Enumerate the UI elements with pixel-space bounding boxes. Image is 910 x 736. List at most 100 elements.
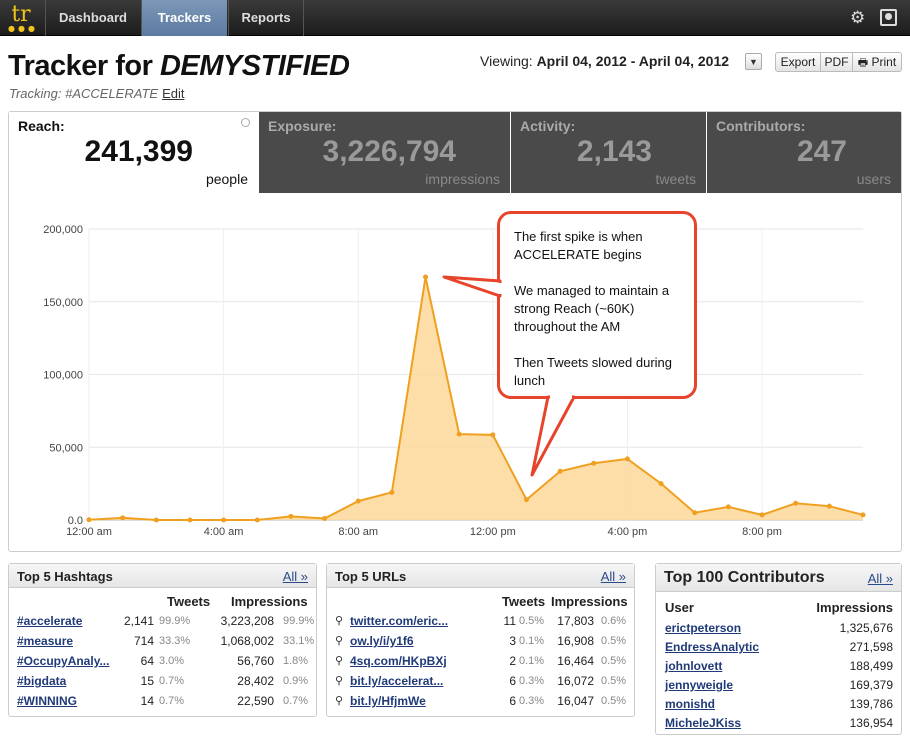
nav-tab-dashboard-label: Dashboard bbox=[59, 10, 127, 25]
hashtag-link[interactable]: #bigdata bbox=[17, 674, 67, 688]
stat-unit: people bbox=[205, 171, 248, 187]
x-tick-label: 4:00 pm bbox=[608, 526, 648, 538]
data-point bbox=[624, 456, 630, 462]
hashtag-link[interactable]: #measure bbox=[17, 634, 74, 648]
data-point bbox=[254, 517, 260, 523]
contributor-link[interactable]: erictpeterson bbox=[665, 621, 742, 635]
contributor-link[interactable]: EndressAnalytic bbox=[665, 640, 760, 654]
logo-dots: ●●● bbox=[8, 24, 38, 33]
url-tweets: 3 bbox=[509, 634, 516, 648]
hashtag-impressions: 22,590 bbox=[237, 694, 274, 708]
panel-title: Top 5 URLs bbox=[335, 569, 407, 584]
data-point bbox=[86, 517, 92, 523]
contributor-link[interactable]: monishd bbox=[665, 697, 715, 711]
nav-tab-reports[interactable]: Reports bbox=[228, 0, 304, 36]
print-button[interactable]: 🖶 Print bbox=[852, 52, 902, 72]
contributor-link[interactable]: johnlovett bbox=[665, 659, 723, 673]
hashtag-impressions-pct: 0.7% bbox=[283, 695, 309, 707]
all-contributors-link[interactable]: All » bbox=[867, 571, 893, 586]
data-point bbox=[793, 500, 799, 506]
hashtag-impressions: 56,760 bbox=[237, 654, 274, 668]
data-point bbox=[153, 517, 159, 523]
data-point bbox=[557, 468, 563, 474]
magnifier-icon: ⚲ bbox=[335, 675, 344, 687]
nav-tab-dashboard[interactable]: Dashboard bbox=[45, 0, 140, 36]
url-tweets: 6 bbox=[509, 674, 516, 688]
panel-header: Top 100 Contributors All » bbox=[656, 564, 901, 592]
x-tick-label: 12:00 am bbox=[66, 526, 112, 538]
data-point bbox=[591, 460, 597, 466]
page-title-prefix: Tracker for bbox=[8, 50, 160, 82]
clock-icon bbox=[241, 118, 250, 127]
url-impressions-pct: 0.5% bbox=[601, 675, 627, 687]
url-link[interactable]: twitter.com/eric... bbox=[350, 614, 449, 628]
hashtag-tweets-pct: 33.3% bbox=[159, 635, 191, 647]
hashtag-tweets: 714 bbox=[133, 634, 154, 648]
data-point bbox=[523, 497, 529, 503]
stat-tab-exposure[interactable]: Exposure: 3,226,794 impressions bbox=[259, 112, 510, 193]
y-tick-label: 50,000 bbox=[49, 442, 83, 454]
nav-tab-trackers[interactable]: Trackers bbox=[141, 0, 227, 36]
url-tweets: 6 bbox=[509, 694, 516, 708]
contributor-link[interactable]: MicheleJKiss bbox=[665, 716, 742, 730]
magnifier-icon: ⚲ bbox=[335, 615, 344, 627]
data-point bbox=[759, 512, 765, 518]
url-tweets-pct: 0.1% bbox=[519, 635, 545, 647]
col-header-user: User bbox=[665, 600, 694, 615]
stat-label: Exposure: bbox=[268, 118, 337, 134]
magnifier-icon: ⚲ bbox=[335, 635, 344, 647]
nav-tab-trackers-label: Trackers bbox=[157, 10, 212, 25]
panel-header: Top 5 Hashtags All » bbox=[9, 564, 316, 588]
url-tweets-pct: 0.3% bbox=[519, 695, 545, 707]
hashtag-tweets: 64 bbox=[140, 654, 154, 668]
hashtag-link[interactable]: #OccupyAnaly... bbox=[17, 654, 110, 668]
url-tweets-pct: 0.3% bbox=[519, 675, 545, 687]
user-profile-icon[interactable] bbox=[880, 9, 897, 26]
url-link[interactable]: ow.ly/i/y1f6 bbox=[350, 634, 414, 648]
url-impressions-pct: 0.5% bbox=[601, 695, 627, 707]
contributor-impressions: 139,786 bbox=[849, 697, 893, 711]
url-tweets-pct: 0.5% bbox=[519, 615, 545, 627]
app-logo[interactable]: tr ●●● bbox=[6, 3, 36, 33]
contributor-impressions: 1,325,676 bbox=[839, 621, 893, 635]
tracker-name: DEMYSTIFIED bbox=[159, 50, 350, 82]
stat-tab-reach[interactable]: Reach: 241,399 people bbox=[9, 112, 258, 193]
top-nav-bar: tr ●●● Dashboard Trackers Reports ⚙ bbox=[0, 0, 910, 36]
x-tick-label: 8:00 pm bbox=[742, 526, 782, 538]
export-button[interactable]: Export bbox=[775, 52, 821, 72]
stat-tab-activity[interactable]: Activity: 2,143 tweets bbox=[511, 112, 706, 193]
panel-title: Top 5 Hashtags bbox=[17, 569, 113, 584]
hashtag-tweets-pct: 3.0% bbox=[159, 655, 185, 667]
x-tick-label: 8:00 am bbox=[338, 526, 378, 538]
col-header-impressions: Impressions bbox=[231, 594, 308, 609]
x-tick-label: 4:00 am bbox=[204, 526, 244, 538]
data-point bbox=[725, 504, 731, 510]
url-link[interactable]: bit.ly/accelerat... bbox=[350, 674, 444, 688]
hashtag-link[interactable]: #accelerate bbox=[17, 614, 83, 628]
stat-label: Activity: bbox=[520, 118, 576, 134]
hashtag-impressions-pct: 33.1% bbox=[283, 635, 315, 647]
stat-tab-contributors[interactable]: Contributors: 247 users bbox=[707, 112, 901, 193]
url-tweets-pct: 0.1% bbox=[519, 655, 545, 667]
hashtag-tweets: 14 bbox=[140, 694, 154, 708]
hashtag-impressions: 3,223,208 bbox=[220, 614, 274, 628]
gear-icon[interactable]: ⚙ bbox=[850, 8, 866, 27]
url-link[interactable]: bit.ly/HfjmWe bbox=[350, 694, 426, 708]
pdf-button[interactable]: PDF bbox=[820, 52, 853, 72]
all-urls-link[interactable]: All » bbox=[600, 569, 626, 584]
url-link[interactable]: 4sq.com/HKpBXj bbox=[350, 654, 447, 668]
hashtag-impressions: 1,068,002 bbox=[220, 634, 274, 648]
contributor-link[interactable]: jennyweigle bbox=[665, 678, 734, 692]
contributor-impressions: 136,954 bbox=[849, 716, 893, 730]
edit-link[interactable]: Edit bbox=[162, 86, 185, 101]
all-hashtags-link[interactable]: All » bbox=[282, 569, 308, 584]
logo-text: tr bbox=[11, 2, 31, 27]
stat-unit: impressions bbox=[425, 171, 500, 187]
hashtag-impressions: 28,402 bbox=[237, 674, 274, 688]
data-point bbox=[288, 513, 294, 519]
date-range-dropdown[interactable]: ▼ bbox=[745, 53, 762, 70]
page-title: Tracker for DEMYSTIFIED bbox=[8, 50, 350, 83]
hashtag-tweets-pct: 0.7% bbox=[159, 695, 185, 707]
hashtag-link[interactable]: #WINNING bbox=[17, 694, 77, 708]
url-impressions-pct: 0.6% bbox=[601, 615, 627, 627]
